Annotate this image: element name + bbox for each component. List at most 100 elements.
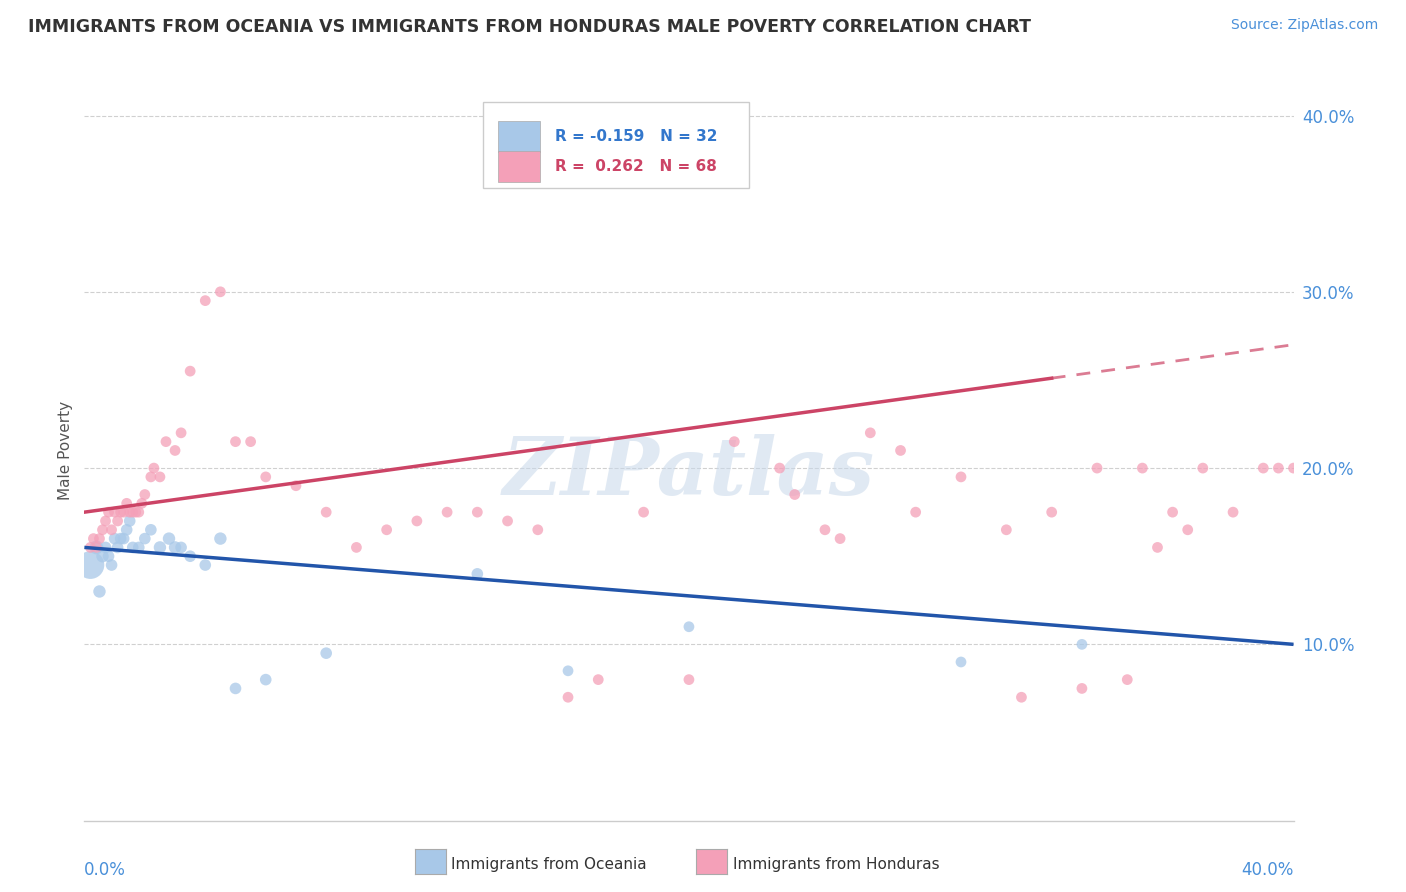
Point bbox=[97, 549, 120, 564]
Y-axis label: Male Poverty: Male Poverty bbox=[58, 401, 73, 500]
Point bbox=[1040, 505, 1063, 519]
Point bbox=[1177, 523, 1199, 537]
Text: Immigrants from Oceania: Immigrants from Oceania bbox=[451, 857, 647, 871]
Point bbox=[170, 541, 193, 555]
Point bbox=[225, 434, 247, 449]
Point bbox=[723, 434, 745, 449]
Point bbox=[239, 434, 262, 449]
Point bbox=[557, 664, 579, 678]
Point bbox=[375, 523, 398, 537]
Point bbox=[179, 549, 201, 564]
Point bbox=[134, 532, 156, 546]
Point bbox=[1282, 461, 1305, 475]
Point bbox=[1161, 505, 1184, 519]
Point bbox=[107, 514, 129, 528]
Point bbox=[995, 523, 1018, 537]
Point bbox=[118, 505, 141, 519]
Point bbox=[467, 566, 489, 581]
Point bbox=[904, 505, 927, 519]
Point bbox=[1116, 673, 1139, 687]
Point bbox=[118, 514, 141, 528]
Point bbox=[86, 541, 108, 555]
Point bbox=[97, 505, 120, 519]
Point bbox=[254, 470, 277, 484]
Point bbox=[79, 541, 101, 555]
Point bbox=[155, 434, 177, 449]
Point bbox=[315, 646, 337, 660]
Point bbox=[94, 514, 117, 528]
Point bbox=[89, 532, 111, 546]
Point bbox=[131, 496, 153, 510]
FancyBboxPatch shape bbox=[498, 151, 540, 182]
Point bbox=[110, 505, 132, 519]
Point bbox=[285, 479, 308, 493]
Point bbox=[436, 505, 458, 519]
Text: R =  0.262   N = 68: R = 0.262 N = 68 bbox=[555, 159, 717, 174]
Point bbox=[94, 541, 117, 555]
Point bbox=[82, 532, 104, 546]
Point bbox=[890, 443, 912, 458]
Point bbox=[100, 558, 122, 572]
Point bbox=[194, 293, 217, 308]
Point bbox=[125, 505, 148, 519]
Point bbox=[1253, 461, 1275, 475]
Point bbox=[1192, 461, 1215, 475]
Point bbox=[128, 505, 150, 519]
Point bbox=[254, 673, 277, 687]
Point bbox=[115, 523, 138, 537]
Point bbox=[86, 541, 108, 555]
Point bbox=[209, 285, 232, 299]
Point bbox=[104, 505, 127, 519]
Point bbox=[194, 558, 217, 572]
Point bbox=[557, 690, 579, 705]
Text: 40.0%: 40.0% bbox=[1241, 862, 1294, 880]
Point bbox=[209, 532, 232, 546]
Point bbox=[814, 523, 837, 537]
Point bbox=[115, 496, 138, 510]
Point bbox=[149, 541, 172, 555]
Point bbox=[112, 532, 135, 546]
Point bbox=[139, 523, 162, 537]
Point bbox=[89, 584, 111, 599]
Point bbox=[134, 487, 156, 501]
Point bbox=[225, 681, 247, 696]
Point bbox=[121, 541, 143, 555]
Point bbox=[142, 461, 165, 475]
Point bbox=[1267, 461, 1289, 475]
Point bbox=[110, 532, 132, 546]
Point bbox=[406, 514, 429, 528]
Point bbox=[830, 532, 852, 546]
FancyBboxPatch shape bbox=[498, 121, 540, 153]
Point bbox=[950, 655, 973, 669]
Text: ZIPatlas: ZIPatlas bbox=[503, 434, 875, 511]
Point bbox=[678, 673, 700, 687]
Point bbox=[91, 549, 114, 564]
Point bbox=[1222, 505, 1244, 519]
Point bbox=[128, 541, 150, 555]
Point bbox=[170, 425, 193, 440]
Point bbox=[165, 541, 187, 555]
Point bbox=[527, 523, 550, 537]
Text: Source: ZipAtlas.com: Source: ZipAtlas.com bbox=[1230, 18, 1378, 32]
Text: 0.0%: 0.0% bbox=[84, 862, 127, 880]
Point bbox=[104, 532, 127, 546]
Point bbox=[1071, 681, 1094, 696]
Point bbox=[1146, 541, 1168, 555]
Point bbox=[91, 523, 114, 537]
Point bbox=[112, 505, 135, 519]
Text: Immigrants from Honduras: Immigrants from Honduras bbox=[733, 857, 939, 871]
Point bbox=[783, 487, 806, 501]
Point bbox=[1085, 461, 1108, 475]
Text: R = -0.159   N = 32: R = -0.159 N = 32 bbox=[555, 129, 717, 144]
Point bbox=[107, 541, 129, 555]
Point bbox=[1011, 690, 1033, 705]
Point bbox=[769, 461, 792, 475]
Point bbox=[588, 673, 610, 687]
Point bbox=[496, 514, 519, 528]
Point bbox=[859, 425, 882, 440]
Point bbox=[149, 470, 172, 484]
FancyBboxPatch shape bbox=[484, 103, 749, 187]
Point bbox=[157, 532, 180, 546]
Point bbox=[678, 620, 700, 634]
Point bbox=[1130, 461, 1153, 475]
